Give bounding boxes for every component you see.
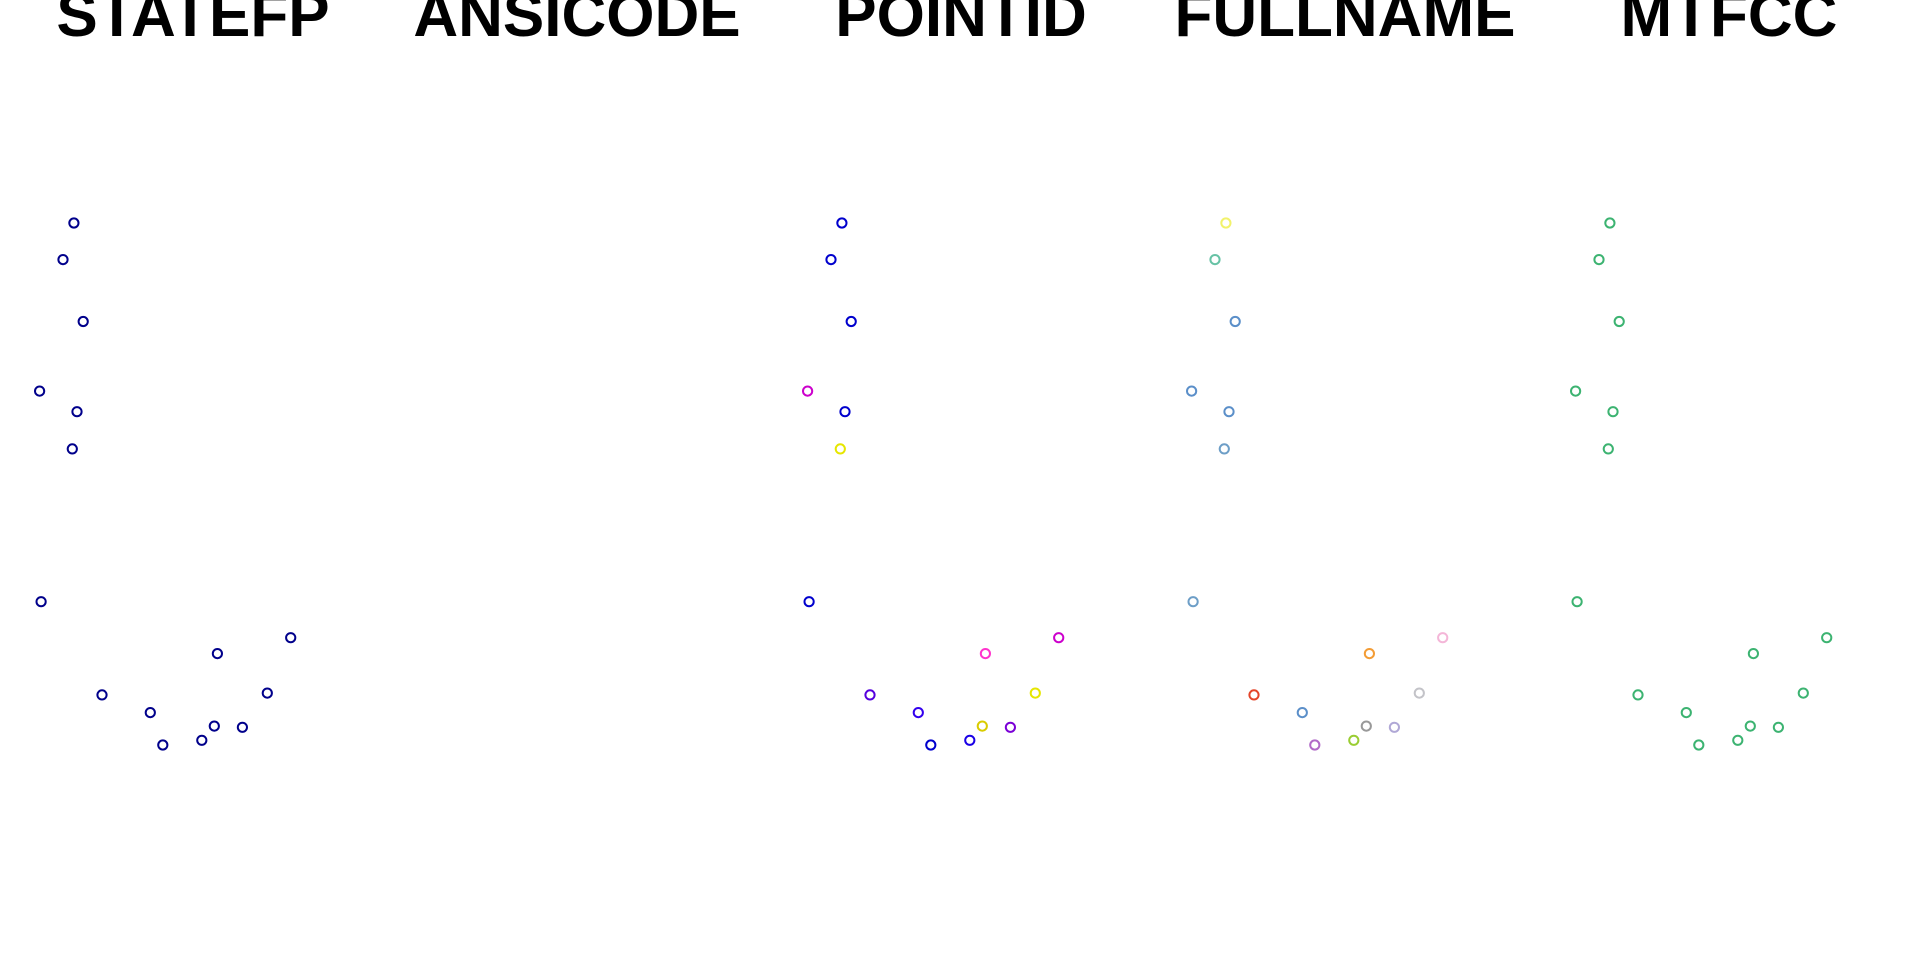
data-point [66, 443, 78, 455]
panels: STATEFP ANSICODE POINTID FULLNAME MTFCC [34, 0, 1838, 751]
data-point [71, 406, 83, 418]
data-point [1296, 707, 1308, 719]
panel-title: STATEFP [56, 0, 329, 50]
data-point [1693, 739, 1705, 751]
panel-title: ANSICODE [413, 0, 740, 50]
data-point [1209, 254, 1221, 266]
data-point [803, 596, 815, 608]
data-point [236, 721, 248, 733]
data-point [1797, 687, 1809, 699]
data-point [34, 385, 46, 397]
data-point [68, 217, 80, 229]
data-point [1363, 648, 1376, 660]
data-point [1613, 315, 1625, 328]
panel-title: MTFCC [1621, 0, 1838, 50]
data-point [1004, 721, 1017, 733]
data-point [1772, 721, 1785, 733]
data-point [285, 632, 297, 644]
panel-title: FULLNAME [1175, 0, 1516, 50]
data-point [845, 315, 857, 328]
data-point [1053, 632, 1065, 644]
data-point [1744, 720, 1756, 732]
data-point [1437, 632, 1449, 644]
data-point [912, 707, 924, 719]
data-point [802, 385, 814, 397]
data-point [1229, 315, 1241, 328]
data-point [839, 406, 851, 418]
data-point [1632, 689, 1644, 701]
data-point [925, 739, 937, 751]
data-point [976, 720, 988, 732]
data-point [1680, 707, 1692, 719]
data-point [57, 254, 69, 266]
data-point [157, 739, 169, 751]
data-point [825, 254, 837, 266]
data-point [96, 689, 108, 701]
data-point [834, 443, 846, 455]
data-point [1248, 689, 1260, 701]
data-point [1821, 632, 1833, 644]
data-point [1218, 443, 1230, 455]
panel-ansicode: ANSICODE [413, 0, 740, 50]
data-point [1571, 596, 1583, 608]
data-point [1570, 385, 1582, 397]
data-point [1593, 254, 1605, 266]
data-point [1220, 217, 1232, 229]
data-point [1187, 596, 1199, 608]
data-point [1223, 406, 1235, 418]
data-point [1604, 217, 1616, 229]
data-point [1602, 443, 1614, 455]
data-point [1732, 734, 1744, 746]
data-point [864, 689, 876, 701]
data-point [1360, 720, 1372, 732]
data-point [964, 734, 976, 746]
data-point [1388, 721, 1401, 733]
panel-pointid: POINTID [802, 0, 1087, 751]
panel-title: POINTID [835, 0, 1086, 50]
data-point [77, 315, 89, 328]
data-point [1413, 687, 1425, 699]
data-point [211, 648, 223, 660]
data-point [261, 687, 273, 699]
data-point [1607, 406, 1619, 418]
data-point [1186, 385, 1198, 397]
data-point [1029, 687, 1041, 699]
data-point [1348, 734, 1360, 746]
data-point [1747, 648, 1760, 660]
panel-mtfcc: MTFCC [1570, 0, 1838, 751]
panel-statefp: STATEFP [34, 0, 330, 751]
data-point [196, 734, 208, 746]
data-point [208, 720, 220, 732]
data-point [144, 707, 156, 719]
data-point [979, 648, 992, 660]
data-point [836, 217, 848, 229]
data-point [1309, 739, 1321, 751]
data-point [35, 596, 47, 608]
panel-fullname: FULLNAME [1175, 0, 1516, 751]
